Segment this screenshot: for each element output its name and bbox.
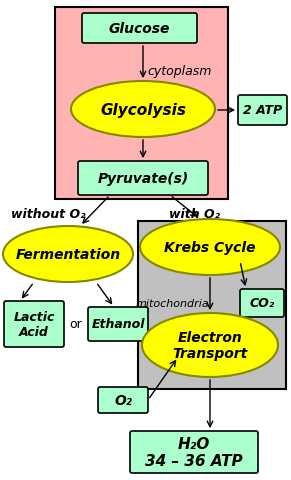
Text: Glucose: Glucose bbox=[109, 22, 170, 36]
Text: Krebs Cycle: Krebs Cycle bbox=[164, 240, 256, 254]
FancyBboxPatch shape bbox=[82, 14, 197, 44]
Ellipse shape bbox=[3, 227, 133, 282]
FancyBboxPatch shape bbox=[138, 222, 286, 389]
Text: Lactic
Acid: Lactic Acid bbox=[13, 311, 55, 338]
FancyBboxPatch shape bbox=[98, 387, 148, 413]
FancyBboxPatch shape bbox=[78, 162, 208, 195]
Text: Ethanol: Ethanol bbox=[91, 318, 145, 331]
FancyBboxPatch shape bbox=[88, 307, 148, 341]
Text: Electron
Transport: Electron Transport bbox=[172, 330, 248, 360]
Text: H₂O
34 – 36 ATP: H₂O 34 – 36 ATP bbox=[145, 436, 243, 468]
FancyBboxPatch shape bbox=[238, 96, 287, 126]
Text: with O₂: with O₂ bbox=[169, 208, 221, 221]
Text: mitochondria: mitochondria bbox=[135, 299, 209, 308]
FancyBboxPatch shape bbox=[4, 301, 64, 347]
Ellipse shape bbox=[71, 82, 215, 138]
Text: 2 ATP: 2 ATP bbox=[243, 104, 282, 117]
Text: CO₂: CO₂ bbox=[249, 297, 275, 310]
Text: Pyruvate(s): Pyruvate(s) bbox=[97, 172, 189, 186]
Text: Fermentation: Fermentation bbox=[15, 248, 120, 262]
Text: without O₂: without O₂ bbox=[11, 208, 85, 221]
FancyBboxPatch shape bbox=[240, 289, 284, 317]
Text: cytoplasm: cytoplasm bbox=[148, 65, 212, 78]
Text: Glycolysis: Glycolysis bbox=[100, 102, 186, 117]
Ellipse shape bbox=[140, 219, 280, 276]
FancyBboxPatch shape bbox=[55, 8, 228, 200]
FancyBboxPatch shape bbox=[130, 431, 258, 473]
Ellipse shape bbox=[142, 313, 278, 377]
Text: or: or bbox=[70, 318, 82, 331]
Text: O₂: O₂ bbox=[114, 393, 132, 407]
